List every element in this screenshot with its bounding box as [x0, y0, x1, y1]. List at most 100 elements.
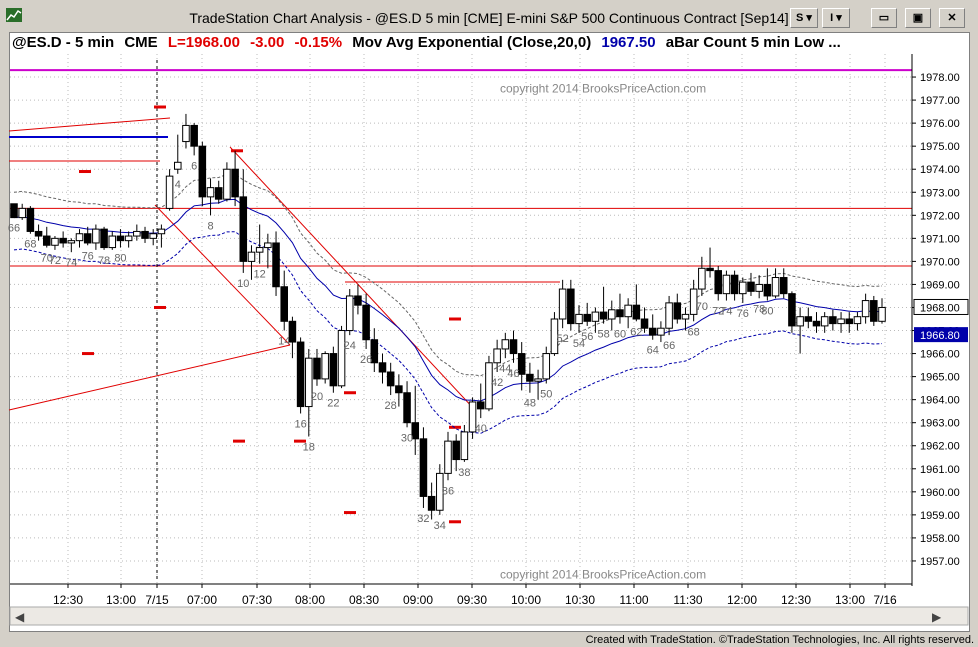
candle	[296, 337, 305, 414]
candle-body	[264, 242, 272, 249]
bar-count-label: 28	[385, 400, 397, 412]
bar-count-label: 76	[737, 308, 749, 320]
chart-area[interactable]	[9, 32, 970, 632]
candle	[607, 300, 616, 331]
bar-count-label: 78	[753, 303, 765, 315]
bar-count-label: 72	[712, 306, 724, 318]
window-title: TradeStation Chart Analysis - @ES.D 5 mi…	[189, 10, 789, 26]
candle-body	[362, 304, 370, 341]
candle-body	[460, 431, 469, 461]
bar-count-label: 12	[254, 269, 266, 281]
candle-body	[714, 270, 723, 295]
candle	[34, 224, 43, 241]
x-tick-label: 13:00	[835, 593, 865, 607]
candle	[165, 169, 174, 211]
trendline	[8, 117, 171, 132]
candle	[51, 236, 59, 250]
candle	[141, 226, 149, 243]
candle-body	[485, 362, 493, 410]
candle-body	[771, 277, 780, 297]
candle	[370, 328, 379, 372]
y-tick-label: 1958.00	[920, 533, 960, 545]
candle	[92, 224, 100, 250]
x-tick-label: 09:00	[403, 593, 433, 607]
candle-body	[870, 300, 878, 322]
candle-body	[878, 306, 886, 322]
bar-count-label: 48	[524, 398, 536, 410]
candle-body	[804, 316, 813, 322]
candle-body	[542, 353, 551, 380]
bar-count-label: 26	[360, 354, 372, 366]
scrollbar-track[interactable]	[9, 606, 969, 626]
candle	[280, 270, 289, 331]
candle	[534, 369, 542, 400]
candle	[223, 162, 231, 202]
candle	[853, 312, 862, 331]
trendlines	[8, 60, 560, 582]
candle	[681, 307, 690, 331]
bar-count-label: 74	[65, 257, 77, 269]
candle-body	[239, 196, 248, 262]
candle-body	[124, 235, 133, 242]
trendline	[8, 344, 291, 411]
candle	[575, 305, 583, 333]
dropdown-arrow-icon: ▾	[803, 12, 812, 24]
y-tick-label: 1961.00	[920, 464, 960, 476]
close-button[interactable]: ✕	[939, 8, 965, 28]
pct-change-label: -0.15%	[294, 34, 343, 51]
app-icon	[6, 8, 22, 22]
candle	[305, 348, 313, 437]
candle-body	[313, 357, 321, 380]
bar-count-label: 14	[278, 336, 290, 348]
candle-body	[763, 283, 772, 297]
candle	[845, 312, 854, 333]
maximize-icon: ▣	[912, 12, 924, 24]
s-button-label: S	[796, 12, 804, 24]
candle-body	[575, 313, 583, 325]
x-tick-label: 11:30	[673, 593, 702, 607]
y-tick-label: 1966.00	[920, 349, 960, 361]
candle-body	[812, 320, 821, 327]
candle	[403, 381, 411, 428]
candle	[657, 321, 665, 343]
candle-body	[419, 438, 428, 497]
y-tick-label: 1976.00	[920, 118, 960, 130]
i-menu-button[interactable]: I ▾	[822, 8, 850, 28]
candle-body	[534, 378, 542, 382]
candle	[509, 330, 518, 363]
candle	[665, 295, 673, 336]
candle-body	[133, 230, 141, 237]
candle	[255, 224, 264, 264]
bar-count-label: 68	[688, 326, 700, 338]
candle-body	[558, 288, 567, 320]
candle	[108, 231, 117, 250]
candle	[182, 113, 190, 149]
s-menu-button[interactable]: S ▾	[790, 8, 818, 28]
candle-body	[747, 281, 755, 292]
candle	[116, 229, 125, 248]
symbol-label: @ES.D - 5 min	[12, 34, 115, 51]
ema-price-tag: 1966.80	[914, 327, 968, 343]
candle-body	[141, 230, 149, 239]
candle	[837, 312, 845, 333]
scroll-left-icon[interactable]: ◀	[15, 610, 25, 624]
candle	[493, 339, 501, 372]
candle	[386, 362, 395, 396]
maximize-button[interactable]: ▣	[905, 8, 931, 28]
candle	[419, 427, 428, 508]
minimize-button[interactable]: ▭	[871, 8, 897, 28]
candle	[763, 268, 772, 301]
horizontal-scrollbar[interactable]: ◀ ▶	[9, 606, 969, 626]
candle-body	[108, 235, 117, 249]
bar-count-label: 16	[294, 418, 306, 430]
price-chart[interactable]: copyright 2014 BrooksPriceAction.com cop…	[0, 0, 978, 632]
candle	[706, 247, 714, 278]
candle	[42, 226, 51, 248]
chart-header: @ES.D - 5 min CME L=1968.00 -3.00 -0.15%…	[12, 34, 847, 51]
x-tick-label: 13:00	[106, 593, 136, 607]
candle	[190, 123, 198, 156]
bar-count-label: 34	[434, 520, 446, 532]
candle	[771, 268, 780, 299]
candle-body	[681, 313, 690, 320]
scroll-right-icon[interactable]: ▶	[932, 610, 942, 624]
